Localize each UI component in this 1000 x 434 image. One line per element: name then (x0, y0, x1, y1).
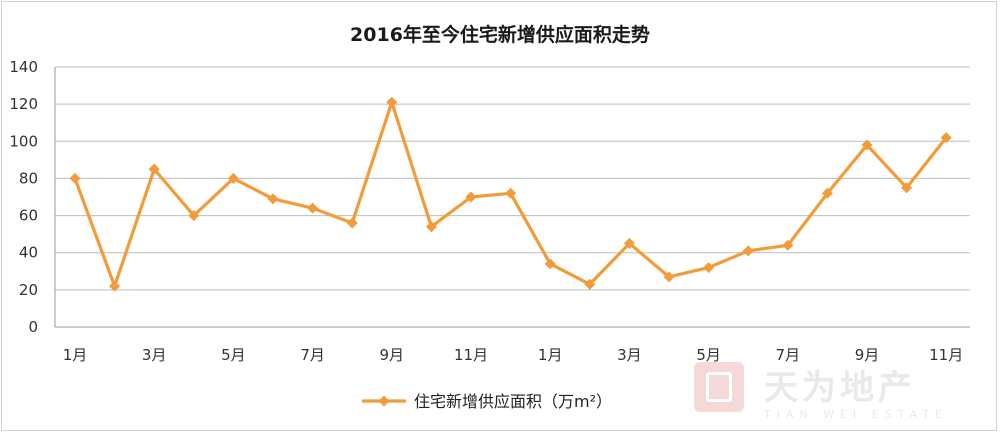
y-tick-label: 80 (19, 169, 38, 187)
data-point-marker (267, 193, 279, 205)
y-tick-label: 40 (19, 244, 38, 262)
x-tick-label: 7月 (300, 346, 325, 364)
data-point-marker (901, 182, 913, 194)
x-tick-label: 11月 (929, 346, 963, 364)
watermark-name: 天为地产 (764, 368, 916, 408)
data-point-marker (148, 163, 160, 175)
chart-title: 2016年至今住宅新增供应面积走势 (350, 24, 650, 46)
data-point-marker (505, 187, 517, 199)
x-tick-label: 9月 (380, 346, 405, 364)
data-point-marker (861, 139, 873, 151)
x-tick-label: 7月 (776, 346, 801, 364)
data-point-marker (386, 96, 398, 108)
data-point-marker (742, 245, 754, 257)
y-tick-label: 140 (9, 58, 38, 76)
data-point-marker (623, 237, 635, 249)
data-point-marker (703, 262, 715, 274)
legend-marker (378, 395, 390, 407)
y-tick-label: 0 (28, 318, 38, 336)
grid-lines (55, 66, 970, 328)
x-tick-label: 3月 (142, 346, 167, 364)
data-point-marker (425, 221, 437, 233)
x-tick-label: 5月 (221, 346, 246, 364)
data-point-marker (69, 172, 81, 184)
legend: 住宅新增供应面积（万m²） (362, 392, 612, 411)
x-tick-labels: 1月 3月 5月 7月 9月 11月 1月 3月 5月 7月 9月 11月 (63, 346, 964, 364)
watermark-logo-icon (694, 362, 744, 412)
data-point-marker (663, 271, 675, 283)
x-tick-label: 5月 (696, 346, 721, 364)
data-point-marker (227, 172, 239, 184)
data-point-marker (109, 280, 121, 292)
y-tick-labels: 0 20 40 60 80 100 120 140 (9, 58, 38, 336)
y-tick-label: 20 (19, 281, 38, 299)
x-tick-label: 9月 (855, 346, 880, 364)
x-tick-label: 3月 (617, 346, 642, 364)
series-layer (69, 96, 952, 292)
data-point-marker (346, 217, 358, 229)
x-tick-label: 1月 (538, 346, 563, 364)
data-point-marker (465, 191, 477, 203)
data-point-marker (821, 187, 833, 199)
data-point-marker (544, 258, 556, 270)
y-tick-label: 120 (9, 95, 38, 113)
watermark: 天为地产 TIAN WEI ESTATE (694, 358, 994, 428)
y-tick-label: 60 (19, 207, 38, 225)
watermark-subtitle: TIAN WEI ESTATE (764, 408, 948, 421)
x-tick-label: 1月 (63, 346, 88, 364)
x-tick-label: 11月 (454, 346, 488, 364)
y-tick-label: 100 (9, 132, 38, 150)
data-point-marker (584, 278, 596, 290)
data-point-marker (782, 239, 794, 251)
data-point-marker (188, 210, 200, 222)
data-point-marker (307, 202, 319, 214)
data-point-marker (940, 132, 952, 144)
legend-label: 住宅新增供应面积（万m²） (414, 392, 612, 411)
